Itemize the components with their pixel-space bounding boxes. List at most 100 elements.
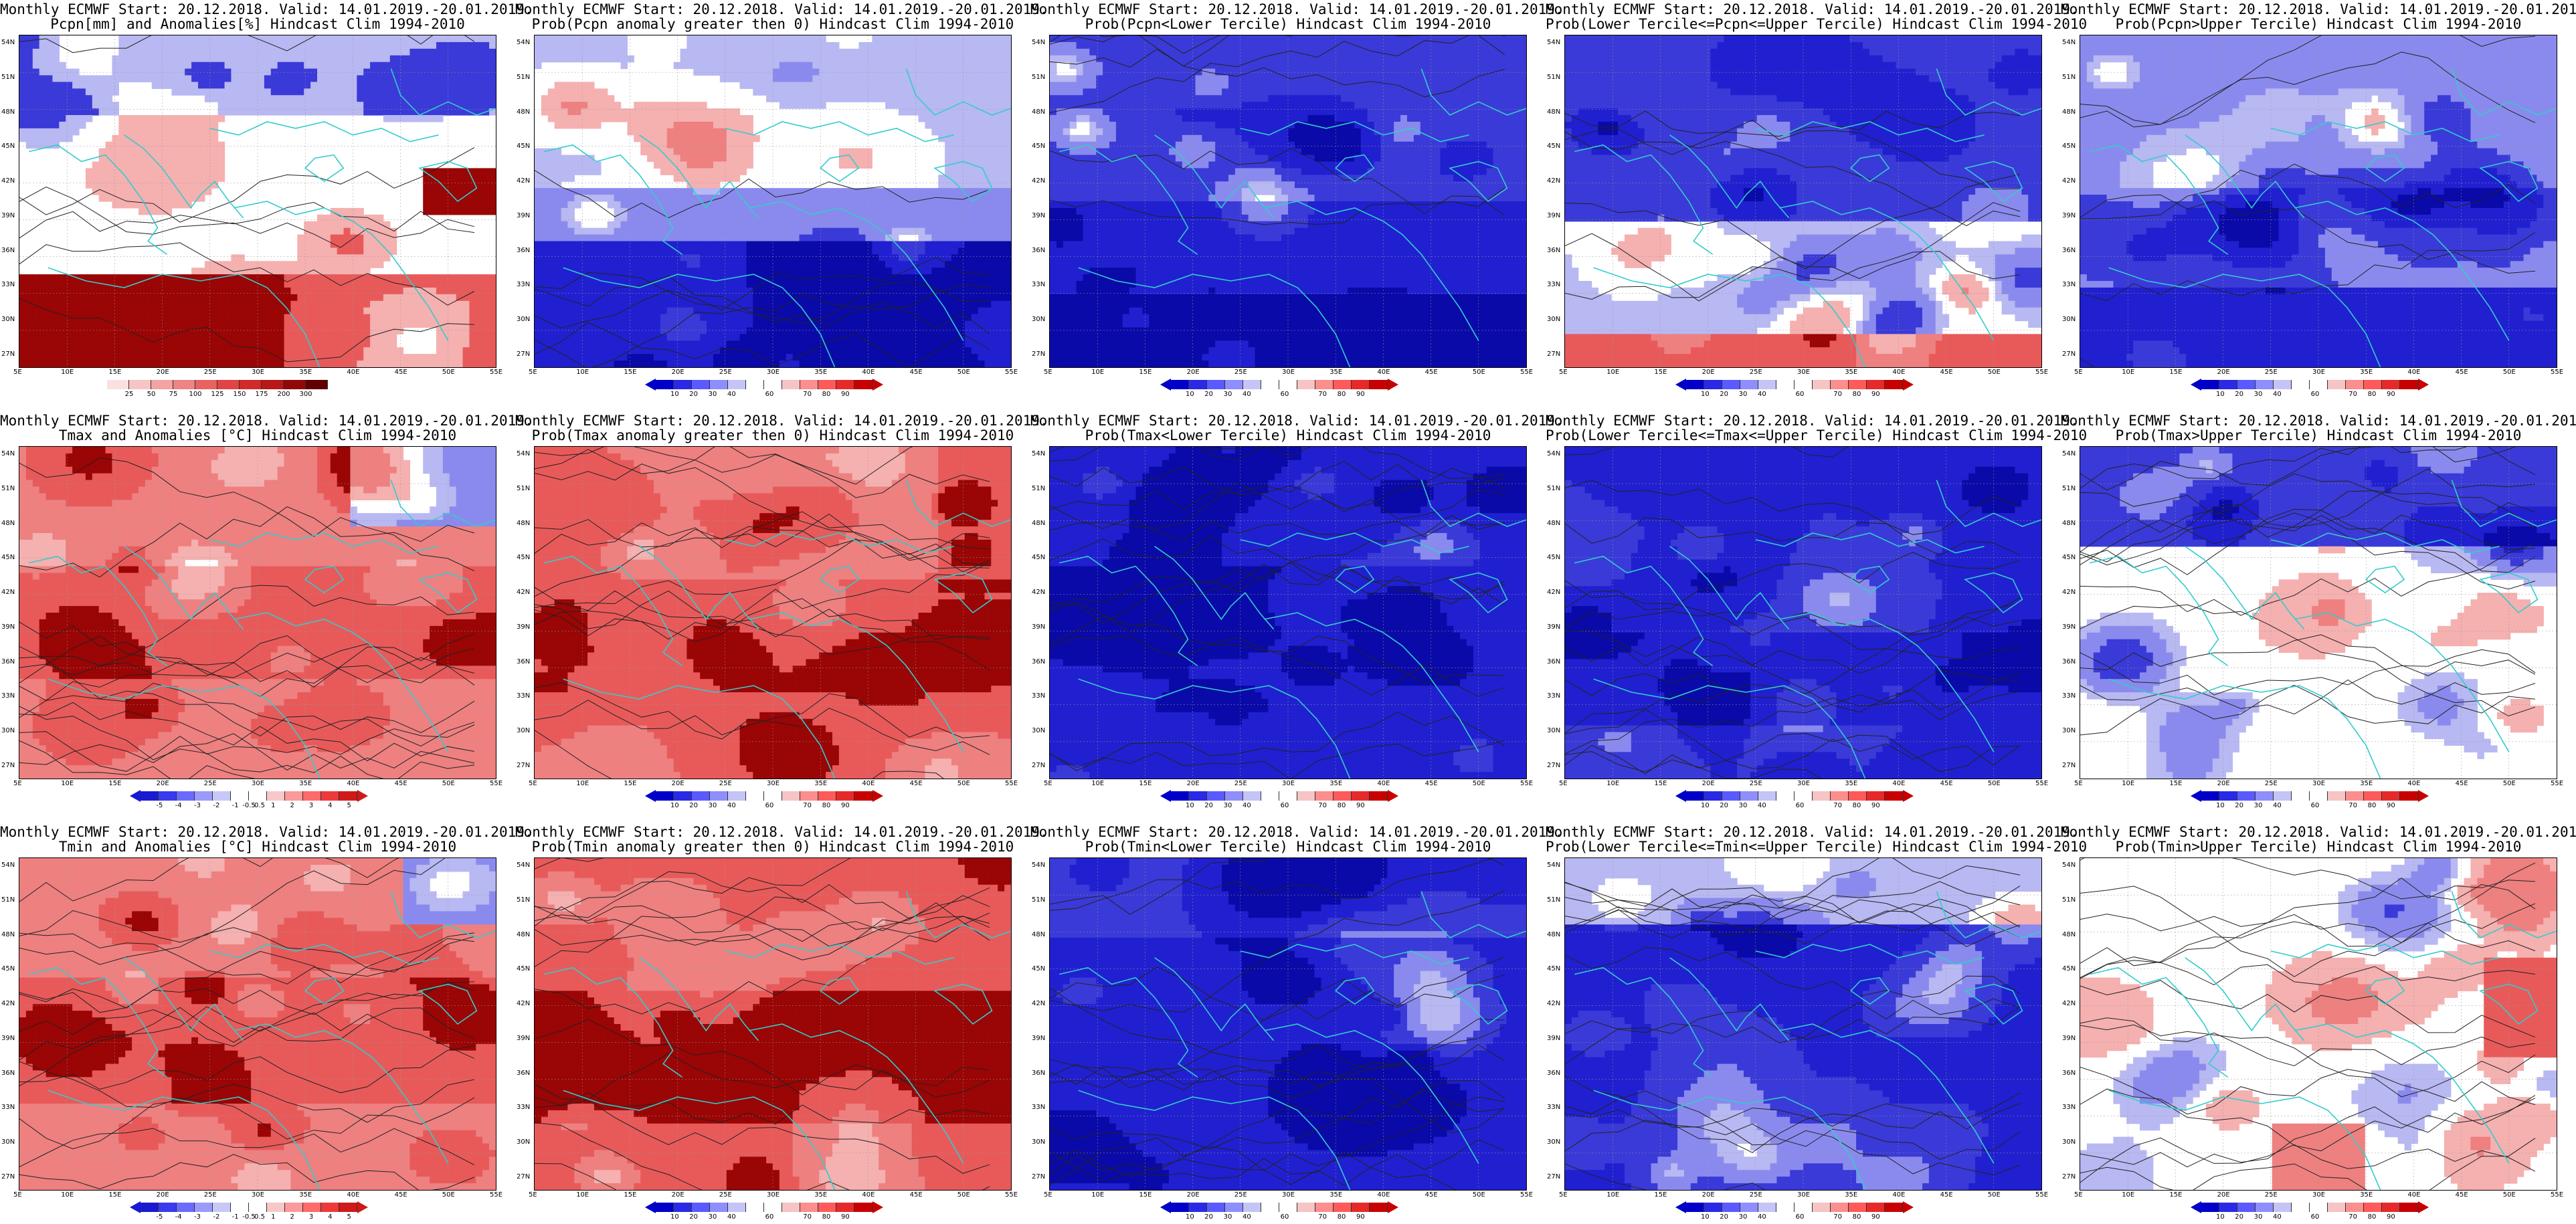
longitude-label: 20E (672, 369, 684, 376)
colorbar-tick-label: 10 (670, 391, 679, 398)
colorbar-cell (1279, 791, 1297, 801)
longitude-label: 25E (2265, 1191, 2278, 1199)
colorbar-tick-label: 20 (1720, 1213, 1728, 1221)
colorbar-end-right (1388, 1201, 1398, 1213)
longitude-label: 15E (624, 780, 636, 787)
colorbar-tick-label: -5 (156, 802, 163, 809)
longitude-label: 10E (576, 369, 589, 376)
colorbar-cell (728, 380, 746, 389)
colorbar-cell (2346, 791, 2364, 801)
colorbar-cell (1207, 1203, 1225, 1212)
longitude-label: 25E (204, 1191, 217, 1199)
colorbar-tick-label: 60 (1281, 802, 1289, 809)
longitude-label: 50E (1988, 780, 2001, 787)
colorbar-tick-label: 175 (255, 391, 268, 398)
map-svg (535, 447, 1011, 779)
longitude-label: 40E (1377, 780, 1390, 787)
longitude-label: 15E (1139, 780, 1152, 787)
colorbar-tick-label: -2 (213, 1213, 219, 1221)
colorbar-cell (2237, 380, 2256, 389)
longitude-label: 30E (2312, 369, 2325, 376)
colorbar-cell (782, 1203, 800, 1212)
map-area (1049, 35, 1527, 368)
map-area (1049, 857, 1527, 1191)
longitude-label: 10E (1091, 369, 1104, 376)
longitude-label: 35E (814, 780, 827, 787)
panel-tmin-1: Monthly ECMWF Start: 20.12.2018. Valid: … (0, 823, 515, 1224)
colorbar-tick-label: 20 (2235, 802, 2243, 809)
latitude-label: 51N (2062, 74, 2076, 81)
colorbar-tick-label: -0.5 (242, 802, 256, 809)
colorbar-end-left (645, 1201, 656, 1213)
latitude-label: 51N (1032, 485, 1045, 492)
latitude-label: 51N (1547, 74, 1560, 81)
longitude-label: 20E (157, 369, 169, 376)
colorbar-cell (2256, 380, 2274, 389)
colorbar-cell (249, 1203, 267, 1212)
colorbar-tick-label: 90 (841, 391, 850, 398)
latitude-label: 54N (517, 39, 530, 46)
colorbar-cell (1776, 791, 1795, 801)
colorbar-tick-label: 60 (1281, 391, 1289, 398)
colorbar-tick-label: 50 (147, 391, 156, 398)
colorbar-tick-label: 70 (1833, 391, 1842, 398)
colorbar-tick-label: 40 (1758, 391, 1766, 398)
colorbar-tick-label: 1 (271, 802, 275, 809)
colorbar-cell (231, 1203, 249, 1212)
colorbar-tick-label: 10 (2216, 391, 2225, 398)
colorbar-cell (2310, 380, 2328, 389)
latitude-label: 54N (2062, 861, 2076, 869)
colorbar-cell (321, 1203, 339, 1212)
latitude-label: 51N (1, 485, 15, 492)
latitude-label: 42N (2062, 1000, 2076, 1007)
colorbar-tick-label: 30 (1224, 802, 1232, 809)
latitude-label: 27N (1, 762, 15, 769)
panel-tmax-5: Monthly ECMWF Start: 20.12.2018. Valid: … (2061, 411, 2576, 813)
colorbar-cell (1758, 1203, 1776, 1212)
latitude-label: 30N (1032, 727, 1045, 734)
colorbar-tick-label: 80 (1338, 391, 1346, 398)
longitude-label: 25E (204, 780, 217, 787)
colorbar-tick-label: 125 (211, 391, 223, 398)
colorbar (2201, 791, 2429, 801)
longitude-label: 40E (1892, 1191, 1905, 1199)
map-area (19, 857, 496, 1191)
colorbar-tick-label: 40 (1758, 1213, 1766, 1221)
panel-title-line2: Tmin and Anomalies [°C] Hindcast Clim 19… (0, 839, 515, 855)
colorbar-cell (854, 791, 872, 801)
colorbar-cell (1225, 1203, 1243, 1212)
latitude-label: 45N (1547, 554, 1560, 561)
map-svg (535, 858, 1011, 1190)
map-area (534, 857, 1012, 1191)
longitude-label: 35E (299, 1191, 312, 1199)
colorbar-cell (818, 380, 836, 389)
latitude-label: 54N (1032, 861, 1045, 869)
colorbar-tick-label: 80 (2368, 802, 2377, 809)
longitude-label: 40E (2407, 780, 2420, 787)
colorbar-tick-label: -4 (175, 1213, 182, 1221)
longitude-label: 20E (2217, 369, 2230, 376)
colorbar-cell (1315, 791, 1333, 801)
colorbar-cell (321, 791, 339, 801)
latitude-label: 51N (1547, 896, 1560, 904)
colorbar-cell (267, 791, 285, 801)
longitude-label: 20E (1702, 1191, 1715, 1199)
colorbar-tick-label: 30 (2254, 802, 2263, 809)
latitude-label: 36N (517, 658, 530, 666)
colorbar-cell (674, 380, 692, 389)
map-svg (19, 858, 496, 1190)
colorbar-cell (1867, 791, 1885, 801)
colorbar-cell (2328, 791, 2346, 801)
colorbar-tick-label: 40 (1243, 391, 1251, 398)
colorbar-end-left (1160, 379, 1171, 391)
panel-title-line1: Monthly ECMWF Start: 20.12.2018. Valid: … (1030, 413, 1546, 429)
longitude-label: 50E (442, 1191, 455, 1199)
colorbar (1171, 791, 1398, 801)
colorbar-cell (2274, 791, 2292, 801)
colorbar-cell (1813, 791, 1831, 801)
latitude-label: 39N (1, 1035, 15, 1042)
longitude-label: 55E (2551, 1191, 2563, 1199)
colorbar-cell (692, 791, 710, 801)
